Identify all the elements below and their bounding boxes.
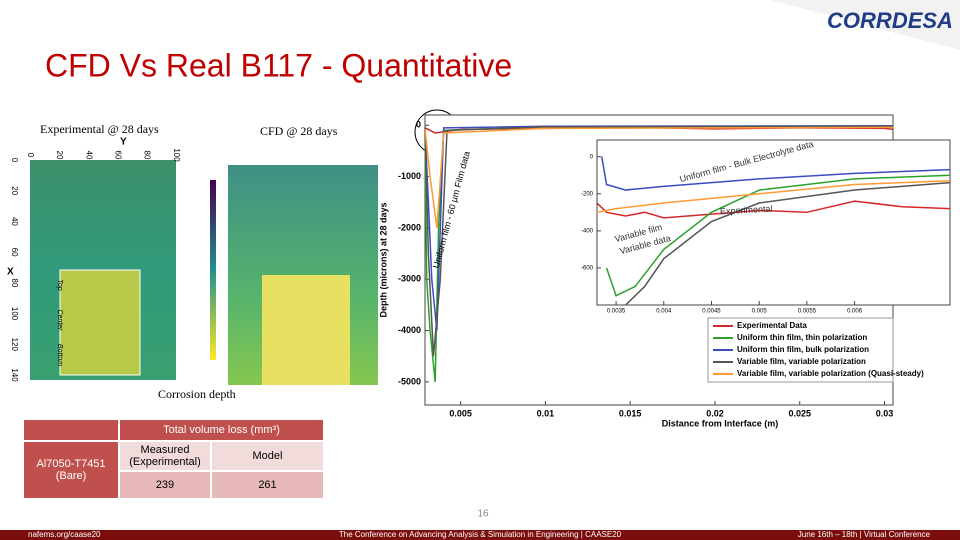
caption: Corrosion depth <box>158 387 236 401</box>
series-line <box>424 126 894 229</box>
image-tick-label: 20 <box>10 186 19 195</box>
x-tick-label: 0.005 <box>449 408 472 418</box>
x-tick-label: 0.0055 <box>798 309 817 315</box>
y-tick-label: -400 <box>581 228 594 234</box>
image-tick-label: 60 <box>10 248 19 257</box>
image-axis-label: Y <box>120 137 127 148</box>
table-cell: 261 <box>212 472 323 498</box>
column-header: Model <box>212 442 323 470</box>
page-number: 16 <box>477 509 489 520</box>
series-line <box>596 200 951 219</box>
region-label: Top <box>56 279 63 291</box>
image-tick-label: 80 <box>10 278 19 287</box>
image-tick-label: 0 <box>26 153 35 158</box>
x-tick-label: 0.03 <box>876 408 894 418</box>
series-line <box>601 156 951 191</box>
image-tick-label: 100 <box>10 307 19 321</box>
inset-annotation: Experimental <box>720 204 773 217</box>
image-tick-label: 140 <box>10 368 19 382</box>
series-line <box>424 125 894 357</box>
table-cell: 239 <box>120 472 210 498</box>
series-line <box>625 181 951 306</box>
y-tick-label: -1000 <box>398 171 421 181</box>
image-tick-label: 40 <box>10 217 19 226</box>
y-tick-label: -5000 <box>398 376 421 386</box>
x-tick-label: 0.004 <box>656 309 672 315</box>
x-tick-label: 0.01 <box>537 408 555 418</box>
y-tick-label: -3000 <box>398 274 421 284</box>
series-line <box>605 174 951 297</box>
cfd-region <box>262 275 350 385</box>
legend-label: Variable film, variable polarization <box>737 357 866 366</box>
image-tick-label: 0 <box>10 158 19 163</box>
image-tick-label: 80 <box>143 151 152 160</box>
table-header: Total volume loss (mm³) <box>120 420 323 440</box>
y-tick-label: 0 <box>416 120 421 130</box>
y-tick-label: -4000 <box>398 325 421 335</box>
x-tick-label: 0.025 <box>788 408 811 418</box>
corroded-region <box>59 269 141 376</box>
row-header: Al7050-T7451 (Bare) <box>24 442 118 498</box>
logo: CORRDESA <box>827 8 953 33</box>
y-tick-label: -2000 <box>398 222 421 232</box>
legend-box <box>707 317 894 383</box>
table-corner <box>24 420 118 440</box>
footer-bar <box>0 530 960 540</box>
image-tick-label: 20 <box>55 151 64 160</box>
image-tick-label: 60 <box>113 151 122 160</box>
caption: CFD @ 28 days <box>260 124 338 138</box>
legend-label: Uniform thin film, bulk polarization <box>737 345 869 354</box>
slide-title: CFD Vs Real B117 - Quantitative <box>45 47 512 83</box>
legend-label: Variable film, variable polarization (Qu… <box>737 369 924 378</box>
y-tick-label: -200 <box>581 191 594 197</box>
image-axis-label: X <box>7 267 14 278</box>
region-label: Center <box>56 309 63 331</box>
image-tick-label: 40 <box>84 151 93 160</box>
y-tick-label: -600 <box>581 265 594 271</box>
x-axis-label: Distance from Interface (m) <box>662 418 779 428</box>
x-tick-label: 0.015 <box>619 408 642 418</box>
legend-label: Experimental Data <box>737 321 807 330</box>
footer-right: June 16th – 18th | Virtual Conference <box>798 530 931 539</box>
column-header: Measured (Experimental) <box>120 442 210 470</box>
plot-area <box>596 139 951 306</box>
x-tick-label: 0.02 <box>706 408 724 418</box>
x-tick-label: 0.0035 <box>607 309 626 315</box>
caption: Experimental @ 28 days <box>40 122 159 136</box>
image-tick-label: 100 <box>172 148 181 162</box>
x-tick-label: 0.005 <box>752 309 768 315</box>
y-tick-label: 0 <box>590 154 594 160</box>
series-line <box>596 180 951 214</box>
x-tick-label: 0.006 <box>847 309 863 315</box>
y-axis-label: Depth (microns) at 28 days <box>378 202 388 317</box>
footer-center: The Conference on Advancing Analysis & S… <box>339 530 622 539</box>
colorbar <box>210 180 216 360</box>
image-tick-label: 120 <box>10 338 19 352</box>
footer-left: nafems.org/caase20 <box>28 530 101 539</box>
region-label: Bottom <box>56 344 63 366</box>
legend-label: Uniform thin film, thin polarization <box>737 333 867 342</box>
x-tick-label: 0.0045 <box>702 309 721 315</box>
corner-shape <box>770 0 960 50</box>
